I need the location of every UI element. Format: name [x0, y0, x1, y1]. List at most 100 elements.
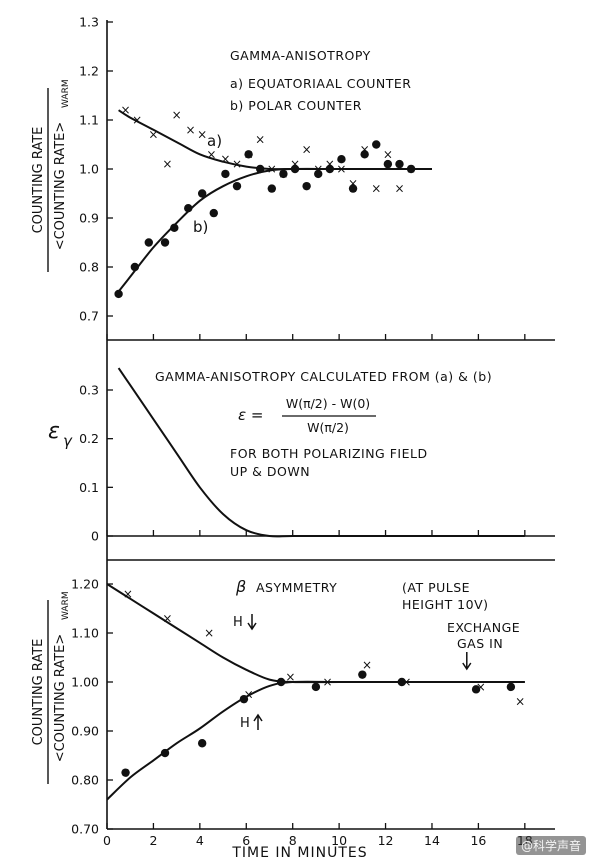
p3-xtick-label: 6 — [242, 833, 250, 848]
x-axis-label: TIME IN MINUTES — [231, 845, 367, 861]
p2-ylabel-sub: γ — [63, 432, 73, 450]
p1-point-x: × — [360, 142, 370, 156]
p3-ylabel-sub: WARM — [61, 591, 71, 620]
p1-data-points: ××××××××××××××××××××××××× — [114, 103, 416, 299]
p1-point-dot — [221, 169, 230, 179]
p3-point-dot — [197, 739, 207, 748]
p1-point-dot — [279, 169, 288, 179]
p1-curve-a-label: a) — [207, 132, 222, 150]
panel-1: 0.7 0.8 0.9 1.0 1.1 1.2 1.3 COUNTING RATE <COU… — [31, 15, 555, 341]
p3-xtick-label: 16 — [470, 833, 486, 848]
p1-point-x: × — [290, 157, 300, 171]
p1-ytick-label: 0.7 — [79, 309, 99, 324]
p2-ytick-label: 0 — [91, 529, 99, 544]
p1-point-dot — [337, 155, 346, 164]
p1-ylabel-bottom: <COUNTING RATE> — [53, 122, 68, 251]
p1-point-dot — [114, 289, 123, 299]
p3-xtick-label: 0 — [103, 833, 111, 848]
p3-ytick-label: 1.20 — [71, 577, 99, 592]
panel-2: 0 0.1 0.2 0.3 ε γ GAMMA-ANISOTROPY CALCULAT… — [48, 340, 555, 561]
p1-point-dot — [144, 238, 153, 247]
p3-beta-symbol: β — [235, 577, 246, 596]
p1-ytick-label: 1.3 — [79, 15, 99, 30]
p3-xtick-label: 8 — [289, 833, 297, 848]
p3-ylabel-top: COUNTING RATE — [31, 639, 46, 746]
p3-point-dot — [358, 670, 367, 679]
p3-point-dot — [121, 768, 130, 777]
arrow-up-icon — [253, 713, 263, 730]
p2-ytick-label: 0.2 — [79, 431, 99, 446]
p3-point-x: × — [401, 675, 411, 689]
p1-point-x: × — [220, 152, 230, 166]
arrow-down-icon — [247, 614, 257, 631]
p3-ytick-label: 1.10 — [71, 626, 99, 641]
p1-x-ticks — [106, 334, 526, 340]
p1-point-x: × — [371, 182, 381, 196]
p3-point-x: × — [476, 680, 486, 694]
p1-point-x: × — [172, 108, 182, 122]
p1-point-dot — [244, 150, 253, 159]
p1-point-dot — [360, 150, 369, 159]
p3-point-x: × — [123, 587, 133, 601]
p3-point-x: × — [322, 675, 332, 689]
p3-xtick-label: 12 — [378, 833, 394, 848]
p2-ylabel: ε — [48, 419, 60, 444]
p3-fit-curves — [106, 583, 525, 801]
p1-point-x: × — [232, 157, 242, 171]
p2-curve — [117, 367, 525, 538]
p3-point-dot — [160, 748, 170, 758]
p1-point-x: × — [267, 162, 277, 176]
p3-ylabel-bottom: <COUNTING RATE> — [53, 634, 68, 763]
p1-legend-a: a) EQUATORIAAL COUNTER — [230, 76, 412, 91]
p2-curve-0 — [117, 367, 525, 538]
p3-point-dot — [471, 685, 481, 694]
p3-ytick-label: 0.70 — [71, 822, 99, 837]
p1-point-dot — [348, 184, 358, 193]
p1-point-dot — [314, 169, 323, 179]
p1-point-x: × — [394, 182, 404, 196]
p1-point-x: × — [186, 123, 196, 137]
p1-point-dot — [184, 204, 193, 213]
p1-point-x: × — [255, 133, 265, 147]
p3-point-dot — [397, 677, 406, 687]
p1-point-x: × — [197, 128, 207, 142]
p1-ytick-label: 1.0 — [79, 162, 99, 177]
p1-y-ticks: 0.7 0.8 0.9 1.0 1.1 1.2 1.3 — [79, 15, 113, 324]
p3-point-x: × — [515, 695, 525, 709]
gas-in-arrow-shape — [462, 652, 472, 671]
p3-xtick-label: 10 — [331, 833, 347, 848]
p1-point-x: × — [162, 157, 172, 171]
p1-point-dot — [256, 164, 265, 174]
p3-point-dot — [311, 682, 321, 692]
p2-note-1: FOR BOTH POLARIZING FIELD — [230, 446, 428, 461]
p3-xtick-label: 14 — [424, 833, 440, 848]
p3-point-x: × — [162, 611, 172, 625]
p1-point-dot — [325, 164, 335, 174]
p2-note-2: UP & DOWN — [230, 464, 310, 479]
p1-point-x: × — [121, 103, 131, 117]
p1-point-x: × — [313, 162, 323, 176]
p1-point-x: × — [132, 113, 142, 127]
p1-point-dot — [395, 159, 404, 169]
p1-point-dot — [130, 262, 140, 272]
p2-ytick-label: 0.3 — [79, 383, 99, 398]
p3-ytick-label: 0.80 — [71, 773, 99, 788]
p1-point-dot — [170, 223, 179, 232]
p3-point-x: × — [204, 626, 214, 640]
p3-y-label: COUNTING RATE <COUNTING RATE> WARM — [31, 591, 71, 784]
p1-point-x: × — [302, 142, 312, 156]
p1-point-dot — [209, 208, 218, 218]
gas-in-arrow-icon — [462, 652, 472, 671]
p1-ytick-label: 1.2 — [79, 64, 99, 79]
p3-gas-label-1: EXCHANGE — [447, 620, 520, 635]
p1-point-x: × — [336, 162, 346, 176]
p3-h-up-label: H — [240, 716, 250, 731]
p3-gas-label-2: GAS IN — [457, 636, 503, 651]
p3-curve-1 — [106, 680, 525, 801]
p2-formula-denominator: W(π/2) — [307, 420, 349, 435]
p3-h-down-label: H — [233, 615, 243, 630]
p1-ylabel-sub: WARM — [61, 79, 71, 108]
p1-ytick-label: 1.1 — [79, 113, 99, 128]
panel-3: 0.700.800.901.001.101.20 024681012141618… — [31, 560, 555, 861]
